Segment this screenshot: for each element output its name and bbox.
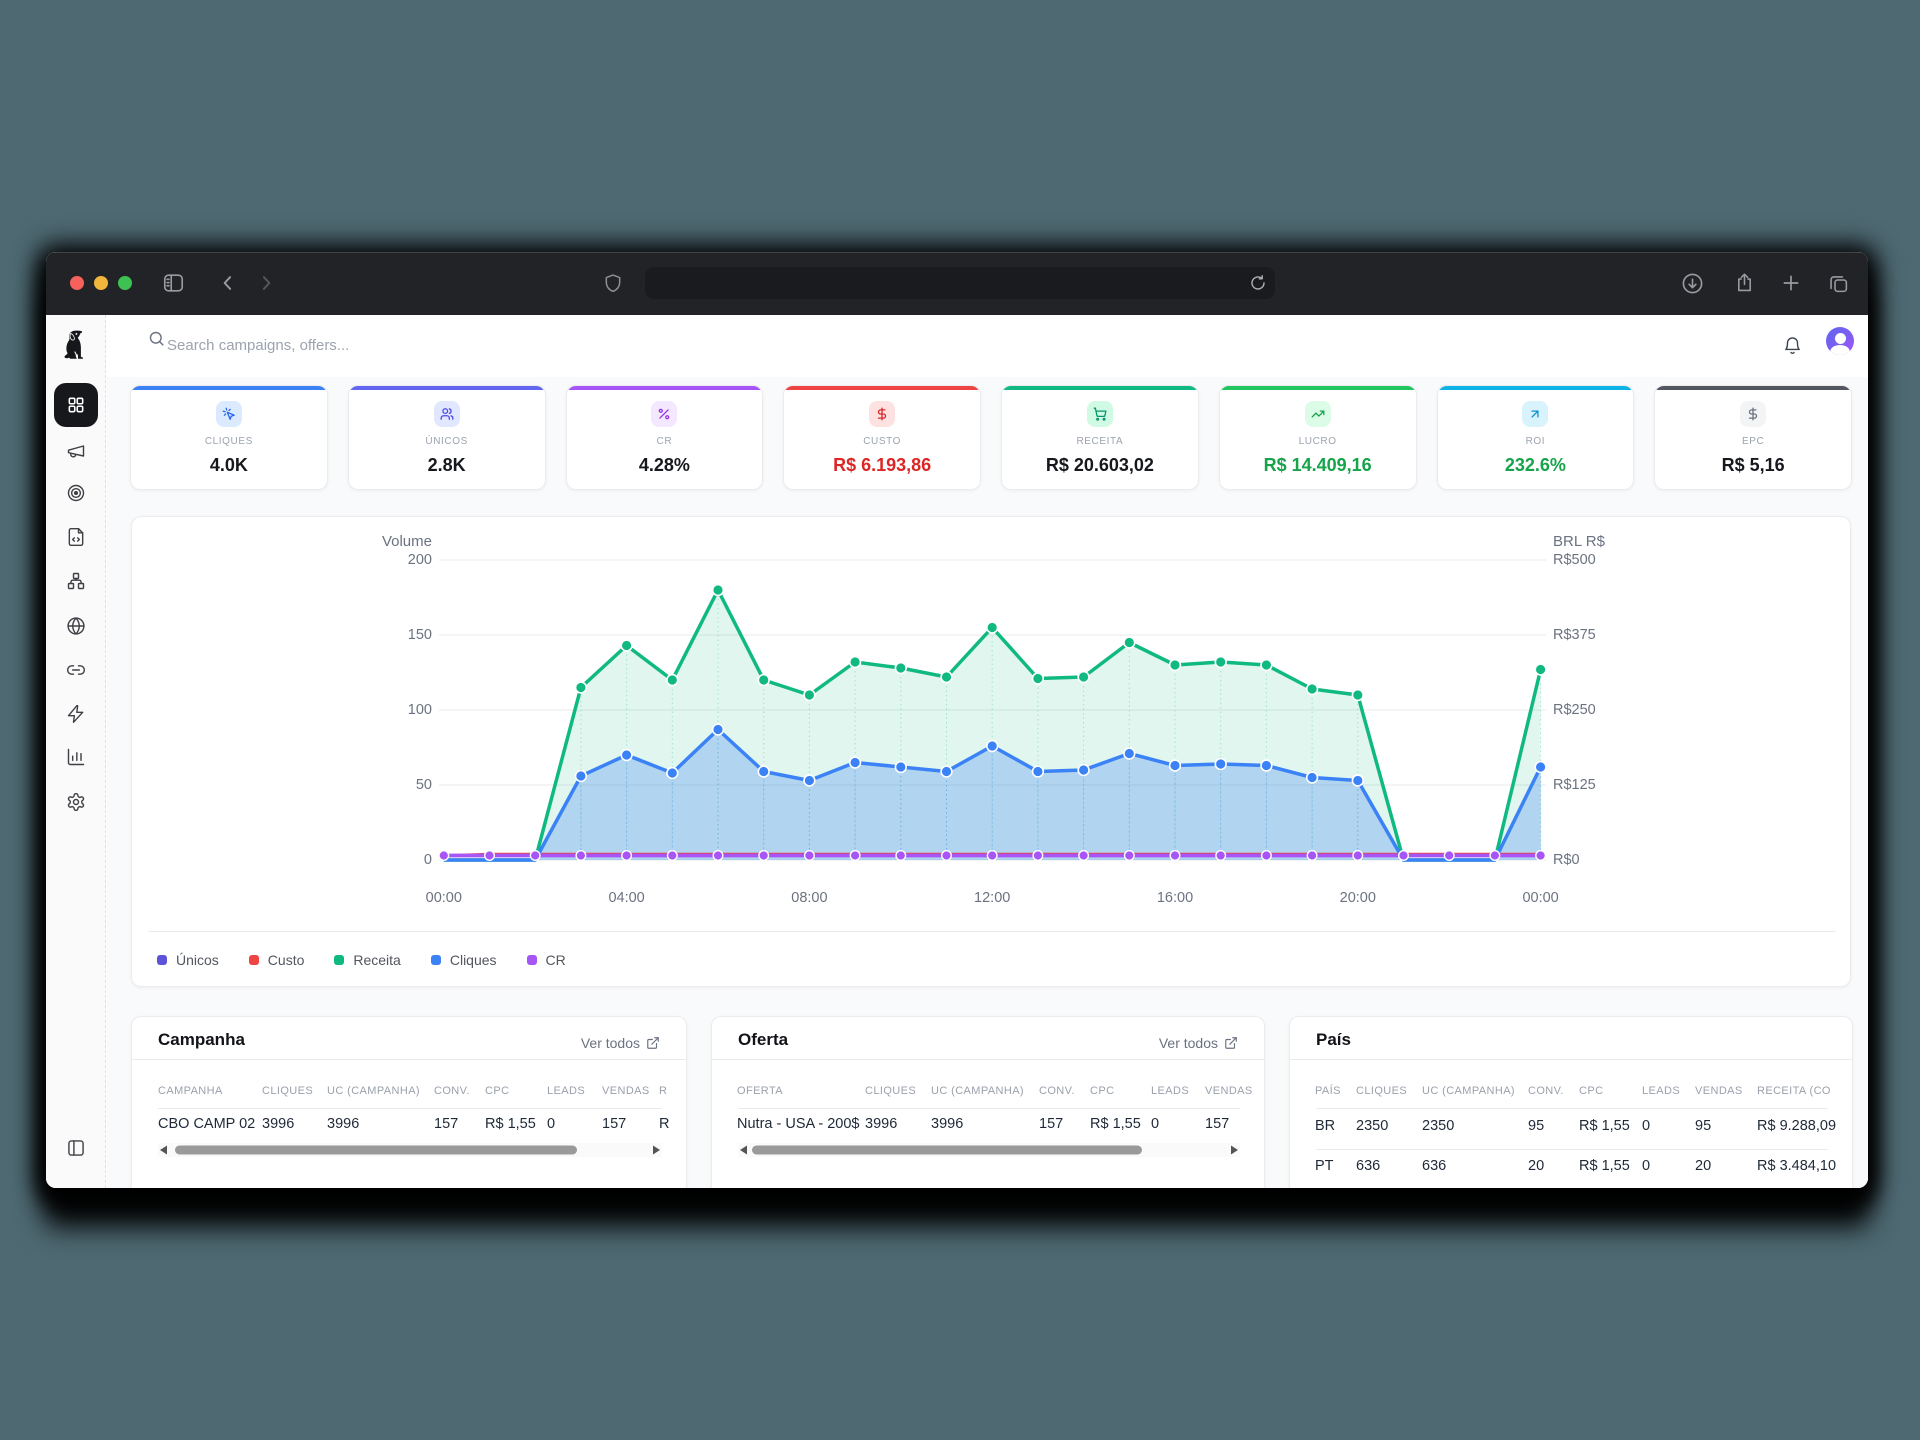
svg-text:12:00: 12:00: [974, 890, 1010, 906]
svg-text:50: 50: [416, 777, 432, 793]
svg-text:150: 150: [408, 627, 432, 643]
svg-text:00:00: 00:00: [1522, 890, 1558, 906]
svg-text:R$125: R$125: [1553, 777, 1596, 793]
svg-text:R$0: R$0: [1553, 852, 1580, 868]
svg-text:16:00: 16:00: [1157, 890, 1193, 906]
svg-text:08:00: 08:00: [791, 890, 827, 906]
svg-text:20:00: 20:00: [1340, 890, 1376, 906]
svg-text:200: 200: [408, 552, 432, 568]
svg-text:00:00: 00:00: [426, 890, 462, 906]
svg-text:R$500: R$500: [1553, 552, 1596, 568]
svg-text:0: 0: [424, 852, 432, 868]
svg-text:100: 100: [408, 702, 432, 718]
svg-text:Volume: Volume: [382, 533, 432, 550]
svg-text:04:00: 04:00: [608, 890, 644, 906]
svg-text:BRL R$: BRL R$: [1553, 533, 1606, 550]
svg-text:R$375: R$375: [1553, 627, 1596, 643]
svg-text:R$250: R$250: [1553, 702, 1596, 718]
